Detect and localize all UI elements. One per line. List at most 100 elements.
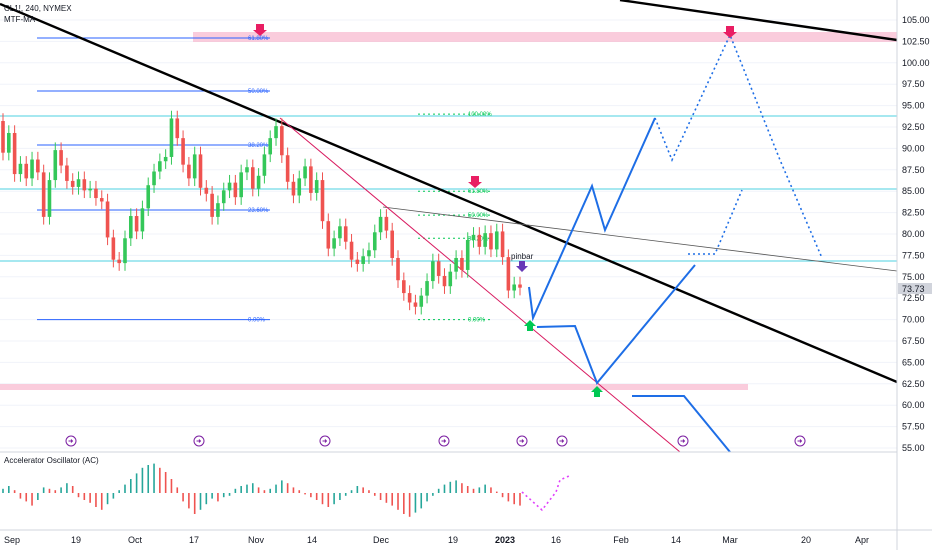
candle-body [419, 295, 424, 307]
ac-bar [124, 484, 126, 493]
last-price-value: 73.73 [902, 284, 925, 294]
event-icons[interactable] [65, 435, 806, 447]
symbol-header[interactable]: CL1!, 240, NYMEX [4, 4, 72, 13]
ac-bar [362, 487, 364, 493]
ac-bar [466, 486, 469, 493]
ac-bar [188, 493, 190, 509]
candle-body [378, 216, 383, 233]
candle-body [285, 155, 290, 182]
ac-bar [461, 483, 463, 493]
y-tick-label: 102.50 [902, 36, 930, 46]
candle-body [30, 159, 34, 179]
ac-bar [281, 480, 283, 493]
y-tick-label: 97.50 [902, 79, 925, 89]
candle-body [367, 250, 371, 257]
ac-bar [147, 465, 150, 493]
event-icon[interactable] [438, 435, 450, 447]
candle-body [361, 256, 365, 264]
candle-body [18, 163, 23, 175]
y-tick-label: 77.50 [902, 250, 925, 260]
fib-level-label: 50.00% [248, 89, 269, 95]
y-tick-label: 82.50 [902, 208, 925, 218]
ac-bar [234, 488, 237, 493]
event-icon[interactable] [677, 435, 689, 447]
event-icon[interactable] [65, 435, 77, 447]
candle-body [500, 231, 505, 258]
candle-body [483, 233, 487, 247]
candle-body [245, 167, 249, 173]
candle-body [105, 201, 110, 238]
ac-bar [304, 493, 306, 495]
x-tick-label: 14 [307, 535, 317, 545]
candle-body [326, 221, 331, 249]
candle-body [192, 154, 197, 179]
ac-bar [100, 493, 103, 510]
candle-body [390, 230, 395, 258]
candle-body [70, 180, 75, 187]
candle-body [250, 167, 255, 189]
upper-trend-line [619, 0, 898, 42]
ac-bar [449, 481, 452, 493]
ac-bar [356, 486, 359, 493]
candle-body [24, 163, 29, 179]
candle-body [494, 231, 499, 250]
y-tick-label: 72.50 [902, 293, 925, 303]
candle-body [181, 138, 185, 165]
candle-body [465, 239, 470, 270]
ac-bar [25, 493, 28, 502]
y-tick-label: 62.50 [902, 379, 925, 389]
event-icon[interactable] [516, 435, 528, 447]
event-icon-arrow [559, 439, 565, 443]
x-tick-label: Oct [128, 535, 143, 545]
candle-body [477, 234, 482, 247]
ac-bar [164, 472, 167, 493]
y-tick-label: 60.00 [902, 400, 925, 410]
ac-bar [48, 488, 51, 493]
x-tick-label: 16 [551, 535, 561, 545]
fib-level-label: 23.60% [248, 208, 269, 214]
resistance-zone [193, 32, 897, 42]
x-tick-label: 20 [801, 535, 811, 545]
candle-body [460, 257, 464, 270]
ac-bar [240, 486, 242, 493]
projection-paths [528, 117, 731, 453]
ac-bar [170, 479, 173, 493]
candle-body [338, 226, 342, 239]
ac-bar [182, 493, 184, 502]
oscillator-title: Accelerator Oscillator (AC) [4, 456, 99, 465]
ac-bar [420, 493, 423, 509]
candle-body [489, 233, 493, 250]
candle-body [1, 121, 5, 153]
price-axis[interactable]: 105.00 102.50 100.00 97.50 95.00 92.50 90.00 87… [902, 15, 930, 453]
ac-bar [129, 479, 132, 493]
candle-body [303, 166, 307, 179]
event-icon[interactable] [556, 435, 568, 447]
x-tick-label: Nov [248, 535, 265, 545]
ac-bar [135, 473, 138, 493]
indicator-label[interactable]: MTF-MA [4, 15, 36, 24]
ac-bar [199, 493, 202, 510]
candle-body [76, 179, 81, 187]
pinbar-label: pinbar [511, 252, 534, 261]
event-icon[interactable] [319, 435, 331, 447]
fib-level-label: 61.80% [468, 189, 489, 195]
candle-body [221, 190, 226, 204]
y-tick-label: 55.00 [902, 443, 925, 453]
ac-bar [13, 490, 16, 493]
ac-bar [153, 463, 155, 493]
event-icon[interactable] [193, 435, 205, 447]
ac-bar [426, 493, 428, 502]
candle-body [140, 208, 145, 232]
x-tick-label: 14 [671, 535, 681, 545]
candle-body [268, 138, 273, 155]
candle-body [123, 238, 127, 264]
ac-bar [385, 493, 388, 503]
event-icon[interactable] [794, 435, 806, 447]
candle-body [349, 241, 354, 260]
ac-bar [176, 487, 179, 493]
ac-bar [66, 483, 68, 493]
ac-bar [437, 488, 440, 493]
time-axis[interactable]: Sep 19 Oct 17 Nov 14 Dec 19 2023 16 Feb 14 Mar 20 Apr [4, 535, 869, 545]
y-tick-label: 67.50 [902, 336, 925, 346]
ac-bar [112, 493, 115, 499]
